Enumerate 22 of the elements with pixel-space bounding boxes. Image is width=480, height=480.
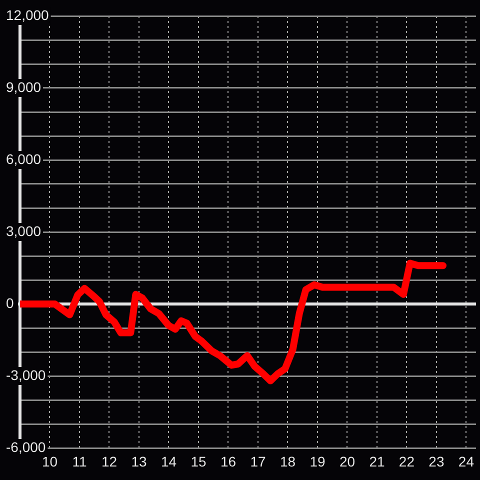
x-tick-label: 15 bbox=[190, 453, 206, 470]
x-tick-label: 21 bbox=[369, 453, 385, 470]
y-tick-label: 3,000 bbox=[6, 222, 42, 239]
x-tick-label: 23 bbox=[428, 453, 444, 470]
y-tick-label: -3,000 bbox=[6, 366, 46, 383]
x-tick-label: 16 bbox=[220, 453, 236, 470]
y-tick-label: 0 bbox=[6, 294, 14, 311]
x-tick-label: 17 bbox=[250, 453, 266, 470]
x-tick-label: 10 bbox=[42, 453, 58, 470]
x-tick-label: 18 bbox=[280, 453, 296, 470]
x-tick-label: 24 bbox=[458, 453, 474, 470]
x-tick-label: 12 bbox=[101, 453, 118, 470]
y-tick-label: -6,000 bbox=[6, 438, 46, 455]
x-tick-label: 11 bbox=[72, 453, 87, 470]
x-tick-label: 19 bbox=[310, 453, 326, 470]
x-tick-label: 22 bbox=[398, 453, 415, 470]
y-tick-label: 6,000 bbox=[6, 150, 42, 167]
x-tick-label: 13 bbox=[131, 453, 147, 470]
y-tick-label: 12,000 bbox=[6, 6, 50, 23]
y-tick-label: 9,000 bbox=[6, 78, 42, 95]
x-tick-label: 14 bbox=[160, 453, 177, 470]
x-tick-label: 20 bbox=[339, 453, 356, 470]
